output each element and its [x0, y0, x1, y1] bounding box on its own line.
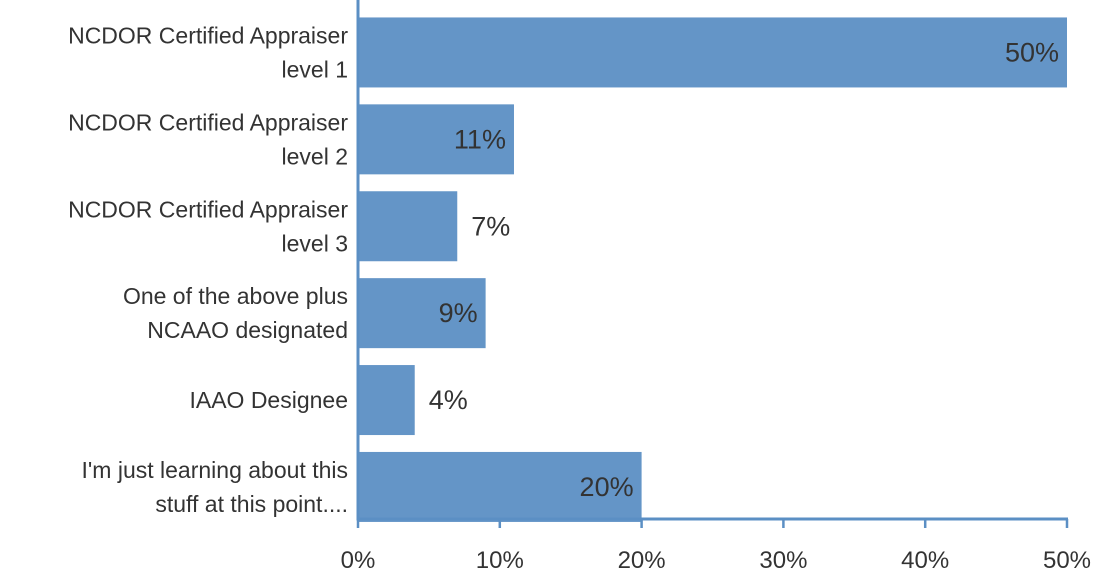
data-label-2: 7%	[471, 211, 510, 241]
category-label-3-line-1: NCAAO designated	[147, 317, 348, 343]
data-label-1: 11%	[454, 124, 506, 154]
bar-2	[358, 191, 458, 262]
bar-3	[358, 278, 486, 349]
x-tick-label-3: 30%	[759, 547, 807, 574]
x-tick-label-2: 20%	[618, 547, 666, 574]
bar-0	[358, 17, 1067, 88]
x-tick-label-0: 0%	[341, 547, 376, 574]
category-label-5-line-1: stuff at this point....	[155, 491, 348, 517]
category-label-0-line-0: NCDOR Certified Appraiser	[68, 22, 348, 48]
category-label-2-line-0: NCDOR Certified Appraiser	[68, 196, 348, 222]
data-label-3: 9%	[439, 298, 478, 328]
category-label-3-line-0: One of the above plus	[123, 283, 348, 309]
x-tick-label-1: 10%	[476, 547, 524, 574]
x-tick-label-5: 50%	[1043, 547, 1091, 574]
bar-1	[358, 104, 514, 175]
x-tick-label-4: 40%	[901, 547, 949, 574]
x-ticks-group: 0% 10% 20% 30% 40% 50%	[341, 519, 1091, 574]
data-label-4: 4%	[429, 385, 468, 415]
category-label-5-line-0: I'm just learning about this	[82, 457, 348, 483]
category-label-1-line-1: level 2	[282, 143, 348, 169]
data-label-0: 50%	[1005, 37, 1059, 67]
category-label-4-line-0: IAAO Designee	[189, 387, 348, 413]
data-label-5: 20%	[580, 472, 634, 502]
category-label-1-line-0: NCDOR Certified Appraiser	[68, 109, 348, 135]
category-labels-group: NCDOR Certified Appraiser level 1 NCDOR Ce…	[68, 22, 348, 517]
category-label-0-line-1: level 1	[282, 56, 348, 82]
bar-5	[358, 451, 642, 522]
value-labels-group: 50% 11% 7% 9% 4% 20%	[429, 37, 1059, 502]
category-label-2-line-1: level 3	[282, 230, 348, 256]
bars-group	[358, 17, 1067, 522]
bar-4	[358, 365, 415, 436]
